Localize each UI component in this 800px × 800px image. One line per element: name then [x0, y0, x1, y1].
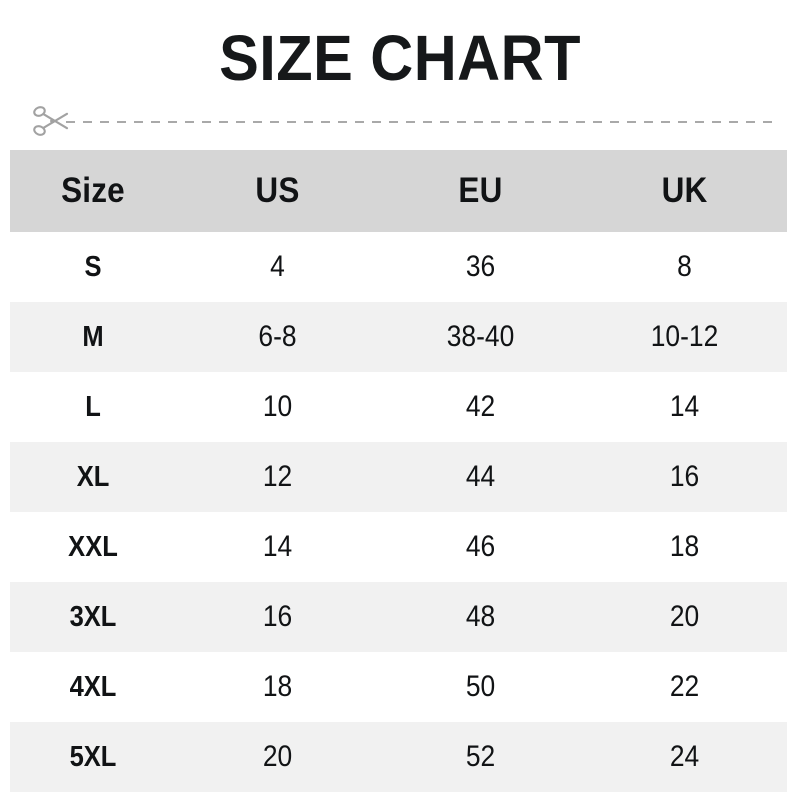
- cell-eu: 36: [465, 250, 496, 283]
- dashed-cut-line: [66, 121, 776, 123]
- column-header-us: US: [255, 171, 300, 210]
- table-row: M 6-8 38-40 10-12: [10, 302, 787, 372]
- cell-uk: 18: [669, 530, 700, 563]
- cell-uk: 22: [669, 670, 700, 703]
- cell-uk: 14: [669, 390, 700, 423]
- column-header-eu: EU: [458, 171, 503, 210]
- cell-us: 10: [262, 390, 293, 423]
- cell-us: 4: [270, 250, 285, 283]
- cell-eu: 50: [465, 670, 496, 703]
- cell-us: 20: [262, 740, 293, 773]
- size-chart-table: Size US EU UK S 4 36 8 M 6-8 38-40 10-12…: [10, 150, 787, 792]
- table-row: XXL 14 46 18: [10, 512, 787, 582]
- scissors-icon: [33, 106, 69, 136]
- cell-size: 4XL: [69, 670, 117, 703]
- cell-us: 12: [262, 460, 293, 493]
- table-row: L 10 42 14: [10, 372, 787, 442]
- table-row: 5XL 20 52 24: [10, 722, 787, 792]
- cut-line: [0, 101, 800, 143]
- column-header-uk: UK: [661, 171, 708, 210]
- cell-eu: 38-40: [446, 320, 515, 353]
- cell-uk: 24: [669, 740, 700, 773]
- table-row: 4XL 18 50 22: [10, 652, 787, 722]
- cell-size: 5XL: [69, 740, 117, 773]
- page-title: SIZE CHART: [219, 22, 581, 94]
- cell-us: 16: [262, 600, 293, 633]
- cell-uk: 20: [669, 600, 700, 633]
- table-row: 3XL 16 48 20: [10, 582, 787, 652]
- cell-size: XXL: [68, 530, 118, 563]
- cell-eu: 46: [465, 530, 496, 563]
- cell-uk: 10-12: [650, 320, 719, 353]
- cell-size: 3XL: [69, 600, 117, 633]
- table-row: XL 12 44 16: [10, 442, 787, 512]
- cell-us: 14: [262, 530, 293, 563]
- cell-eu: 48: [465, 600, 496, 633]
- cell-size: M: [82, 320, 104, 353]
- cell-uk: 8: [677, 250, 692, 283]
- cell-us: 18: [262, 670, 293, 703]
- cell-size: L: [85, 390, 101, 423]
- table-row: S 4 36 8: [10, 232, 787, 302]
- cell-eu: 42: [465, 390, 496, 423]
- cell-uk: 16: [669, 460, 700, 493]
- cell-size: S: [84, 250, 102, 283]
- column-header-size: Size: [61, 171, 125, 210]
- cell-eu: 52: [465, 740, 496, 773]
- cell-us: 6-8: [258, 320, 297, 353]
- cell-eu: 44: [465, 460, 496, 493]
- table-header-row: Size US EU UK: [10, 150, 787, 232]
- cell-size: XL: [76, 460, 110, 493]
